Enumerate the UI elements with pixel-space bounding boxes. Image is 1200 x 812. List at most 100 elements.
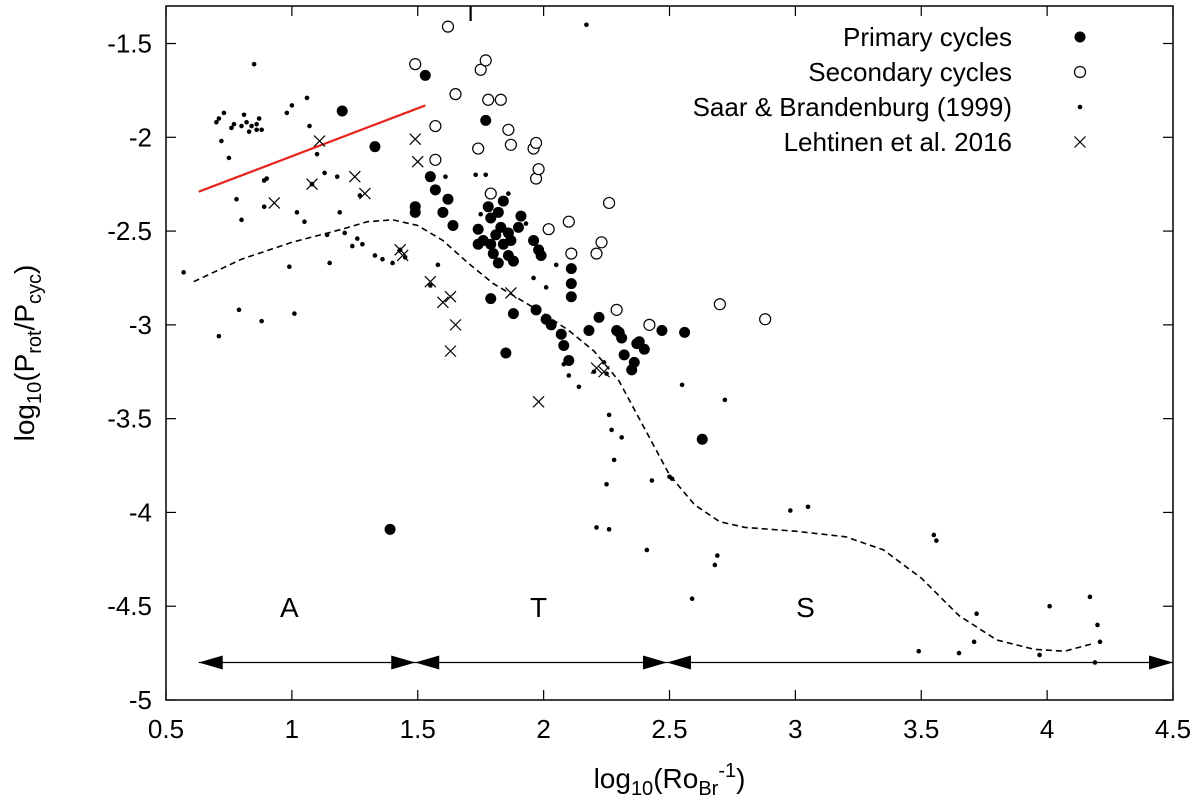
- point-cross: [444, 345, 457, 358]
- point-small-dot: [576, 384, 582, 390]
- point-small-dot: [357, 193, 363, 198]
- legend-marker-1: [1073, 65, 1087, 79]
- point-small-dot: [264, 176, 270, 181]
- y-tick-label: -4: [129, 497, 152, 527]
- x-tick-label: 2.5: [651, 714, 687, 744]
- point-cross: [424, 275, 437, 288]
- point-filled-circle: [429, 184, 441, 196]
- y-tick-label: -3: [129, 310, 152, 340]
- point-small-dot: [216, 333, 222, 339]
- point-filled-circle: [384, 523, 396, 535]
- point-filled-circle: [555, 328, 567, 340]
- point-open-circle: [449, 88, 462, 101]
- y-axis-label: log10(Prot/Pcyc): [9, 265, 46, 442]
- point-open-circle: [562, 215, 575, 228]
- point-small-dot: [256, 116, 262, 121]
- point-filled-circle: [507, 255, 519, 267]
- point-filled-circle: [442, 193, 454, 205]
- point-small-dot: [287, 264, 292, 270]
- cross-stroke: [348, 170, 361, 183]
- cross-stroke: [437, 296, 449, 309]
- point-filled-circle: [515, 210, 527, 222]
- point-small-dot: [934, 538, 939, 543]
- point-cross: [449, 318, 462, 331]
- point-cross: [532, 395, 545, 408]
- region-label-S: S: [796, 592, 815, 623]
- point-filled-circle: [492, 257, 504, 269]
- point-filled-circle: [656, 324, 668, 336]
- point-small-dot: [956, 650, 962, 656]
- point-filled-circle: [487, 248, 499, 260]
- arrow-head: [1149, 655, 1173, 670]
- point-small-dot: [251, 61, 257, 67]
- point-filled-circle: [419, 69, 431, 81]
- point-small-dot: [566, 373, 572, 378]
- point-filled-circle: [530, 304, 542, 316]
- x-tick-label: 3.5: [903, 714, 939, 744]
- point-small-dot: [342, 230, 348, 236]
- y-tick-label: -2.5: [107, 216, 152, 246]
- point-filled-circle: [558, 339, 570, 351]
- point-small-dot: [679, 382, 685, 388]
- cross-stroke: [504, 287, 517, 299]
- point-small-dot: [261, 204, 267, 209]
- point-filled-circle: [480, 114, 492, 126]
- point-open-circle: [484, 187, 497, 200]
- point-small-dot: [234, 196, 239, 202]
- point-filled-circle: [485, 212, 497, 224]
- point-open-circle: [409, 58, 422, 71]
- y-tick-label: -3.5: [107, 404, 152, 434]
- point-filled-circle: [505, 234, 517, 246]
- point-filled-circle: [472, 223, 484, 235]
- point-filled-circle: [447, 219, 459, 231]
- point-cross: [396, 249, 409, 262]
- point-small-dot: [307, 123, 312, 129]
- plot-frame: [165, 5, 1174, 701]
- point-small-dot: [254, 127, 259, 133]
- y-tick-label: -4.5: [107, 591, 152, 621]
- point-small-dot: [221, 110, 227, 116]
- point-open-circle: [713, 298, 726, 311]
- cross-stroke: [394, 243, 407, 256]
- point-small-dot: [606, 527, 612, 532]
- point-small-dot: [788, 508, 793, 513]
- cross-stroke: [590, 362, 603, 374]
- point-filled-circle: [437, 206, 449, 218]
- trend-curve: [193, 218, 1093, 653]
- point-small-dot: [1087, 594, 1093, 600]
- point-small-dot: [355, 236, 360, 241]
- point-cross: [268, 197, 281, 209]
- point-filled-circle: [565, 263, 577, 275]
- point-cross: [409, 133, 422, 146]
- point-small-dot: [249, 123, 254, 129]
- cross-stroke: [306, 178, 318, 191]
- point-small-dot: [483, 172, 489, 178]
- point-small-dot: [543, 285, 549, 290]
- point-cross: [348, 170, 361, 183]
- point-small-dot: [302, 219, 307, 225]
- point-filled-circle: [583, 324, 595, 336]
- point-cross: [313, 135, 326, 147]
- point-filled-circle: [628, 356, 640, 368]
- point-small-dot: [337, 210, 343, 215]
- point-filled-circle: [565, 291, 577, 303]
- point-filled-circle: [696, 433, 708, 445]
- point-small-dot: [435, 262, 441, 268]
- point-cross: [437, 296, 449, 309]
- cross-stroke: [444, 345, 457, 358]
- point-small-dot: [584, 22, 589, 28]
- legend-label-0: Primary cycles: [843, 22, 1012, 52]
- point-small-dot: [443, 174, 448, 179]
- x-tick-label: 3: [788, 714, 802, 744]
- point-cross: [590, 362, 603, 374]
- point-open-circle: [494, 93, 507, 106]
- point-small-dot: [1037, 652, 1042, 658]
- point-small-dot: [380, 256, 385, 262]
- point-small-dot: [289, 103, 295, 108]
- point-small-dot: [689, 596, 695, 602]
- point-filled-circle: [563, 355, 575, 367]
- point-filled-circle: [638, 343, 650, 355]
- point-open-circle: [474, 63, 487, 76]
- point-small-dot: [523, 221, 529, 226]
